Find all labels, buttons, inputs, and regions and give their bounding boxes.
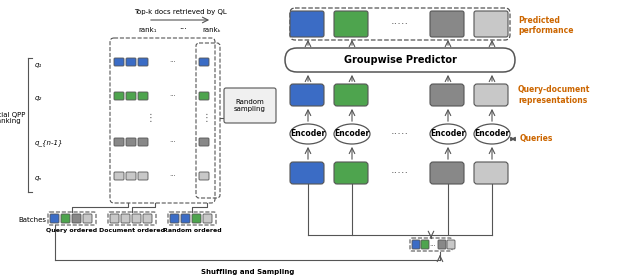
FancyBboxPatch shape (334, 162, 368, 184)
FancyBboxPatch shape (199, 58, 209, 66)
FancyBboxPatch shape (474, 11, 508, 37)
FancyBboxPatch shape (334, 11, 368, 37)
FancyBboxPatch shape (50, 214, 59, 223)
FancyBboxPatch shape (199, 138, 209, 146)
FancyBboxPatch shape (132, 214, 141, 223)
Text: rank₁: rank₁ (139, 27, 157, 33)
FancyBboxPatch shape (438, 240, 446, 249)
Text: ···: ··· (179, 26, 187, 34)
Text: ⋮: ⋮ (202, 113, 212, 123)
Text: ·····: ····· (391, 168, 409, 178)
FancyBboxPatch shape (114, 92, 124, 100)
FancyBboxPatch shape (61, 214, 70, 223)
Text: ·····: ····· (391, 129, 409, 139)
FancyBboxPatch shape (474, 162, 508, 184)
FancyBboxPatch shape (290, 84, 324, 106)
Text: Queries: Queries (520, 134, 554, 144)
Ellipse shape (430, 124, 466, 144)
FancyBboxPatch shape (474, 84, 508, 106)
Text: q_{n-1}: q_{n-1} (35, 140, 63, 146)
Text: ···: ··· (170, 59, 177, 65)
Text: ···: ··· (170, 139, 177, 145)
Text: Random
sampling: Random sampling (234, 99, 266, 112)
Text: Initial QPP
ranking: Initial QPP ranking (0, 111, 26, 125)
FancyBboxPatch shape (121, 214, 130, 223)
Ellipse shape (474, 124, 510, 144)
FancyBboxPatch shape (290, 11, 324, 37)
FancyBboxPatch shape (170, 214, 179, 223)
FancyBboxPatch shape (421, 240, 429, 249)
FancyBboxPatch shape (447, 240, 455, 249)
FancyBboxPatch shape (203, 214, 212, 223)
FancyBboxPatch shape (430, 11, 464, 37)
Text: ···: ··· (429, 243, 436, 249)
Text: qₙ: qₙ (35, 175, 42, 181)
FancyBboxPatch shape (192, 214, 201, 223)
FancyBboxPatch shape (285, 48, 515, 72)
Text: Shuffling and Sampling: Shuffling and Sampling (202, 269, 294, 275)
Text: Encoder: Encoder (291, 130, 326, 139)
FancyBboxPatch shape (224, 88, 276, 123)
Text: Query ordered: Query ordered (47, 228, 97, 233)
Text: Encoder: Encoder (430, 130, 466, 139)
Text: Groupwise Predictor: Groupwise Predictor (344, 55, 456, 65)
FancyBboxPatch shape (83, 214, 92, 223)
FancyBboxPatch shape (114, 58, 124, 66)
FancyBboxPatch shape (143, 214, 152, 223)
FancyBboxPatch shape (114, 172, 124, 180)
Text: Encoder: Encoder (334, 130, 370, 139)
Ellipse shape (334, 124, 370, 144)
FancyBboxPatch shape (138, 92, 148, 100)
Ellipse shape (290, 124, 326, 144)
Text: ⋮: ⋮ (145, 113, 155, 123)
Text: Batches: Batches (18, 217, 46, 223)
FancyBboxPatch shape (126, 92, 136, 100)
FancyBboxPatch shape (334, 84, 368, 106)
FancyBboxPatch shape (138, 138, 148, 146)
FancyBboxPatch shape (430, 162, 464, 184)
FancyBboxPatch shape (126, 172, 136, 180)
Text: q₁: q₁ (35, 62, 42, 68)
FancyBboxPatch shape (412, 240, 420, 249)
Text: ·····: ····· (391, 19, 409, 29)
FancyBboxPatch shape (110, 214, 119, 223)
Text: Random ordered: Random ordered (163, 228, 221, 233)
Text: q₂: q₂ (35, 95, 42, 101)
FancyBboxPatch shape (199, 92, 209, 100)
FancyBboxPatch shape (199, 172, 209, 180)
FancyBboxPatch shape (72, 214, 81, 223)
Text: rankₖ: rankₖ (203, 27, 221, 33)
Text: Predicted
performance: Predicted performance (518, 16, 573, 35)
FancyBboxPatch shape (138, 58, 148, 66)
Text: ···: ··· (179, 26, 187, 34)
FancyBboxPatch shape (290, 162, 324, 184)
FancyBboxPatch shape (126, 138, 136, 146)
FancyBboxPatch shape (181, 214, 190, 223)
FancyBboxPatch shape (138, 172, 148, 180)
Text: Document ordered: Document ordered (99, 228, 165, 233)
Text: ···: ··· (170, 93, 177, 99)
Text: Query-document
representations: Query-document representations (518, 85, 590, 105)
FancyBboxPatch shape (114, 138, 124, 146)
FancyBboxPatch shape (126, 58, 136, 66)
Text: ···: ··· (170, 173, 177, 179)
FancyBboxPatch shape (430, 84, 464, 106)
Text: Encoder: Encoder (474, 130, 509, 139)
Text: Top-k docs retrieved by QL: Top-k docs retrieved by QL (134, 9, 227, 15)
